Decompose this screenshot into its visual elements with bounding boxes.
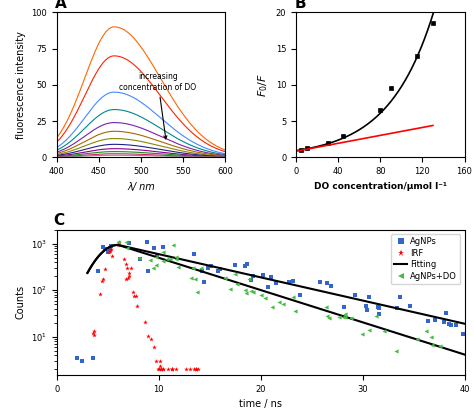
IRF	[195, 367, 201, 372]
Y-axis label: fluorescence intensity: fluorescence intensity	[16, 31, 26, 139]
AgNPs	[191, 251, 197, 256]
IRF	[97, 291, 103, 296]
IRF	[91, 330, 96, 335]
IRF	[193, 367, 199, 372]
Fitting	[462, 321, 467, 326]
IRF	[91, 332, 97, 337]
AgNPs	[353, 292, 358, 297]
IRF	[124, 276, 129, 281]
Line: AgNPs: AgNPs	[75, 240, 465, 363]
IRF	[100, 277, 106, 282]
AgNPs+DO	[381, 328, 387, 333]
IRF	[151, 345, 157, 350]
Text: A: A	[55, 0, 67, 11]
AgNPs+DO	[393, 348, 399, 353]
Fitting	[360, 298, 365, 303]
AgNPs	[74, 356, 80, 360]
X-axis label: λ/ nm: λ/ nm	[127, 182, 155, 192]
IRF	[160, 367, 166, 372]
IRF	[127, 274, 132, 279]
Line: IRF: IRF	[91, 239, 201, 372]
Fitting	[266, 277, 272, 282]
Fitting	[111, 243, 117, 248]
IRF	[169, 367, 175, 372]
IRF	[135, 304, 140, 309]
IRF	[157, 364, 163, 369]
IRF	[107, 248, 113, 253]
IRF	[145, 333, 151, 338]
IRF	[158, 367, 164, 372]
IRF	[154, 358, 159, 363]
AgNPs+DO	[153, 255, 159, 260]
IRF	[91, 328, 97, 333]
IRF	[170, 367, 175, 372]
Line: AgNPs+DO: AgNPs+DO	[116, 240, 443, 353]
Fitting	[219, 266, 225, 271]
IRF	[106, 250, 111, 255]
AgNPs+DO	[429, 342, 435, 347]
IRF	[156, 367, 162, 372]
AgNPs+DO	[198, 265, 203, 270]
IRF	[127, 271, 132, 276]
IRF	[133, 293, 139, 298]
IRF	[126, 275, 131, 280]
Y-axis label: $F_0/F$: $F_0/F$	[256, 73, 270, 97]
AgNPs	[460, 331, 465, 336]
IRF	[131, 293, 137, 298]
AgNPs	[375, 304, 381, 309]
IRF	[157, 359, 163, 364]
Fitting	[284, 281, 290, 286]
Fitting	[84, 270, 90, 275]
IRF	[116, 239, 122, 244]
Fitting	[115, 242, 121, 247]
AgNPs+DO	[438, 344, 443, 349]
Text: C: C	[53, 213, 64, 228]
IRF	[148, 337, 154, 342]
IRF	[142, 320, 148, 325]
Fitting	[349, 296, 355, 301]
IRF	[155, 367, 161, 372]
IRF	[191, 367, 197, 372]
IRF	[183, 367, 189, 372]
AgNPs+DO	[115, 239, 121, 244]
IRF	[124, 262, 129, 267]
AgNPs+DO	[164, 257, 170, 262]
IRF	[165, 367, 171, 372]
IRF	[173, 367, 179, 372]
AgNPs	[448, 322, 454, 327]
AgNPs+DO	[173, 257, 179, 262]
IRF	[109, 253, 114, 258]
IRF	[194, 367, 200, 372]
Y-axis label: Counts: Counts	[16, 286, 26, 319]
IRF	[128, 265, 133, 270]
X-axis label: time / ns: time / ns	[239, 399, 282, 409]
IRF	[124, 265, 130, 270]
AgNPs	[145, 239, 150, 244]
IRF	[116, 242, 121, 247]
X-axis label: DO concentration/μmol l⁻¹: DO concentration/μmol l⁻¹	[314, 182, 447, 191]
IRF	[130, 289, 136, 294]
Text: increasing
concentration of DO: increasing concentration of DO	[119, 72, 197, 139]
IRF	[159, 367, 164, 372]
IRF	[160, 367, 166, 372]
Legend: AgNPs, IRF, Fitting, AgNPs+DO: AgNPs, IRF, Fitting, AgNPs+DO	[391, 234, 460, 284]
IRF	[193, 367, 199, 372]
AgNPs	[425, 318, 431, 323]
IRF	[169, 367, 175, 372]
Text: B: B	[294, 0, 306, 11]
AgNPs	[80, 358, 85, 363]
IRF	[187, 367, 193, 372]
IRF	[122, 256, 128, 261]
Line: Fitting: Fitting	[87, 245, 465, 324]
IRF	[102, 266, 108, 271]
IRF	[99, 279, 104, 284]
AgNPs	[160, 244, 165, 249]
IRF	[108, 246, 114, 251]
